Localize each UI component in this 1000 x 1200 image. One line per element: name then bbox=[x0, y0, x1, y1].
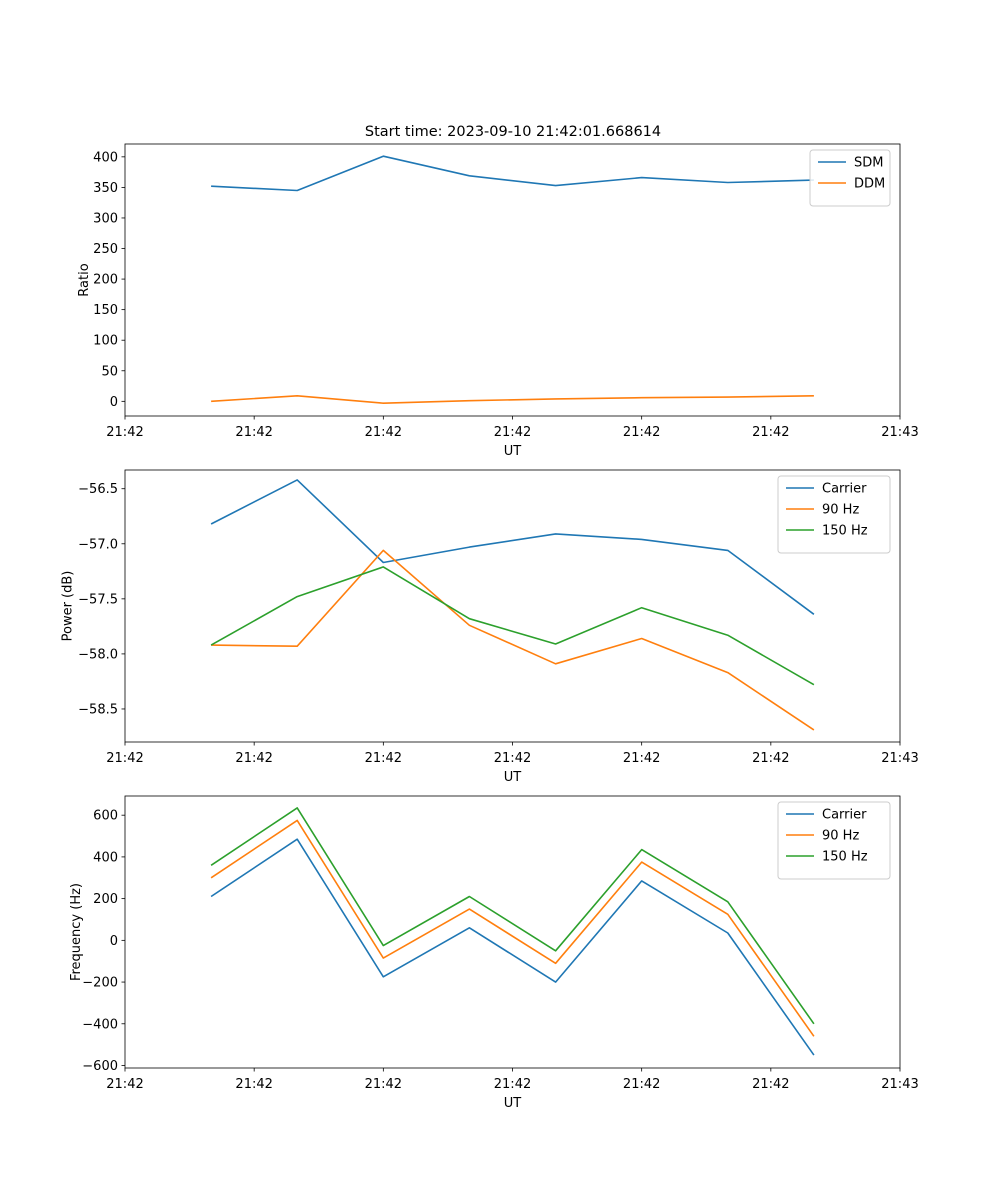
figure-title: Start time: 2023-09-10 21:42:01.668614 bbox=[365, 124, 661, 140]
chart2-x-tick-label: 21:42 bbox=[106, 751, 143, 766]
chart2-y-tick-label: −58.0 bbox=[78, 647, 118, 662]
chart3-y-tick-label: −400 bbox=[82, 1017, 118, 1032]
chart1-y-tick-label: 200 bbox=[93, 273, 118, 288]
chart1-x-tick-label: 21:42 bbox=[752, 425, 789, 440]
chart1-x-axis-label: UT bbox=[504, 444, 522, 459]
chart3-legend-label-150-hz: 150 Hz bbox=[822, 850, 868, 865]
chart1-legend-label-sdm: SDM bbox=[854, 156, 883, 171]
chart2-legend-label-carrier: Carrier bbox=[822, 482, 867, 497]
chart2-y-axis-label: Power (dB) bbox=[61, 571, 76, 642]
chart3-x-axis-label: UT bbox=[504, 1096, 522, 1111]
chart1-series-ddm-line bbox=[211, 394, 814, 405]
ratio-chart: 21:42 21:42 21:42 21:42 21:42 21:42 21:43 0 50 10… bbox=[77, 143, 919, 459]
chart1-x-tick-label: 21:42 bbox=[623, 425, 660, 440]
chart2-legend-label-90-hz: 90 Hz bbox=[822, 503, 859, 518]
chart1-y-tick-label: 350 bbox=[93, 181, 118, 196]
chart3-legend-box bbox=[777, 801, 891, 880]
chart3-y-tick-label: 0 bbox=[110, 934, 118, 949]
chart3-y-tick-label: 400 bbox=[93, 850, 118, 865]
chart2-y-tick-label: −57.0 bbox=[78, 537, 118, 552]
chart2-y-tick-label: −58.5 bbox=[78, 702, 118, 717]
chart1-legend: SDM DDM bbox=[809, 149, 891, 207]
chart2-y-tick-label: −57.5 bbox=[78, 592, 118, 607]
chart3-legend-label-carrier: Carrier bbox=[822, 808, 867, 823]
chart1-x-tick-label: 21:42 bbox=[365, 425, 402, 440]
chart1-y-tick-label: 50 bbox=[101, 364, 118, 379]
power-chart: 21:42 21:42 21:42 21:42 21:42 21:42 21:43 −58.5… bbox=[61, 469, 919, 785]
chart2-series-90-hz-line bbox=[211, 549, 815, 731]
chart1-legend-box bbox=[809, 149, 891, 207]
chart1-y-tick-label: 250 bbox=[93, 242, 118, 257]
chart2-y-tick-label: −56.5 bbox=[78, 482, 118, 497]
chart2-series-150-hz-line bbox=[210, 566, 815, 686]
chart3-y-tick-label: −600 bbox=[82, 1059, 118, 1074]
chart1-y-tick-label: 400 bbox=[93, 150, 118, 165]
chart3-series-150-hz-line bbox=[210, 807, 815, 1025]
chart1-x-tick-label: 21:42 bbox=[494, 425, 531, 440]
chart2-x-tick-label: 21:43 bbox=[881, 751, 918, 766]
chart3-legend-label-90-hz: 90 Hz bbox=[822, 829, 859, 844]
chart2-x-tick-label: 21:42 bbox=[623, 751, 660, 766]
chart1-axes-frame bbox=[124, 143, 901, 417]
chart1-y-tick-label: 300 bbox=[93, 211, 118, 226]
chart3-series-carrier-line bbox=[210, 838, 815, 1056]
chart3-y-tick-label: 200 bbox=[93, 892, 118, 907]
chart2-x-tick-label: 21:42 bbox=[365, 751, 402, 766]
chart2-x-axis-label: UT bbox=[504, 770, 522, 785]
chart3-x-tick-label: 21:42 bbox=[365, 1077, 402, 1092]
chart3-series-90-hz-line bbox=[210, 819, 815, 1037]
chart3-x-tick-label: 21:43 bbox=[881, 1077, 918, 1092]
chart2-legend: Carrier 90 Hz 150 Hz bbox=[777, 475, 891, 554]
chart2-legend-label-150-hz: 150 Hz bbox=[822, 524, 868, 539]
chart1-series-sdm-line bbox=[211, 155, 814, 192]
chart1-x-tick-label: 21:43 bbox=[881, 425, 918, 440]
chart1-x-tick-label: 21:42 bbox=[235, 425, 272, 440]
chart3-x-tick-label: 21:42 bbox=[235, 1077, 272, 1092]
chart1-y-axis-label: Ratio bbox=[77, 263, 92, 296]
chart1-x-tick-label: 21:42 bbox=[106, 425, 143, 440]
chart2-x-tick-label: 21:42 bbox=[494, 751, 531, 766]
chart1-y-tick-label: 100 bbox=[93, 334, 118, 349]
chart3-y-tick-label: −200 bbox=[82, 976, 118, 991]
chart2-legend-box bbox=[777, 475, 891, 554]
chart3-x-tick-label: 21:42 bbox=[623, 1077, 660, 1092]
chart2-x-tick-label: 21:42 bbox=[235, 751, 272, 766]
chart1-y-tick-label: 150 bbox=[93, 303, 118, 318]
frequency-chart: 21:42 21:42 21:42 21:42 21:42 21:42 21:43 −600 −… bbox=[69, 795, 919, 1111]
chart3-legend: Carrier 90 Hz 150 Hz bbox=[777, 801, 891, 880]
chart1-y-tick-label: 0 bbox=[110, 395, 118, 410]
chart1-legend-label-ddm: DDM bbox=[854, 177, 885, 192]
chart2-x-tick-label: 21:42 bbox=[752, 751, 789, 766]
chart3-y-axis-label: Frequency (Hz) bbox=[69, 883, 84, 981]
chart3-y-tick-label: 600 bbox=[93, 809, 118, 824]
chart2-series-carrier-line bbox=[210, 479, 815, 615]
chart3-x-tick-label: 21:42 bbox=[752, 1077, 789, 1092]
chart3-x-tick-label: 21:42 bbox=[494, 1077, 531, 1092]
chart3-x-tick-label: 21:42 bbox=[106, 1077, 143, 1092]
